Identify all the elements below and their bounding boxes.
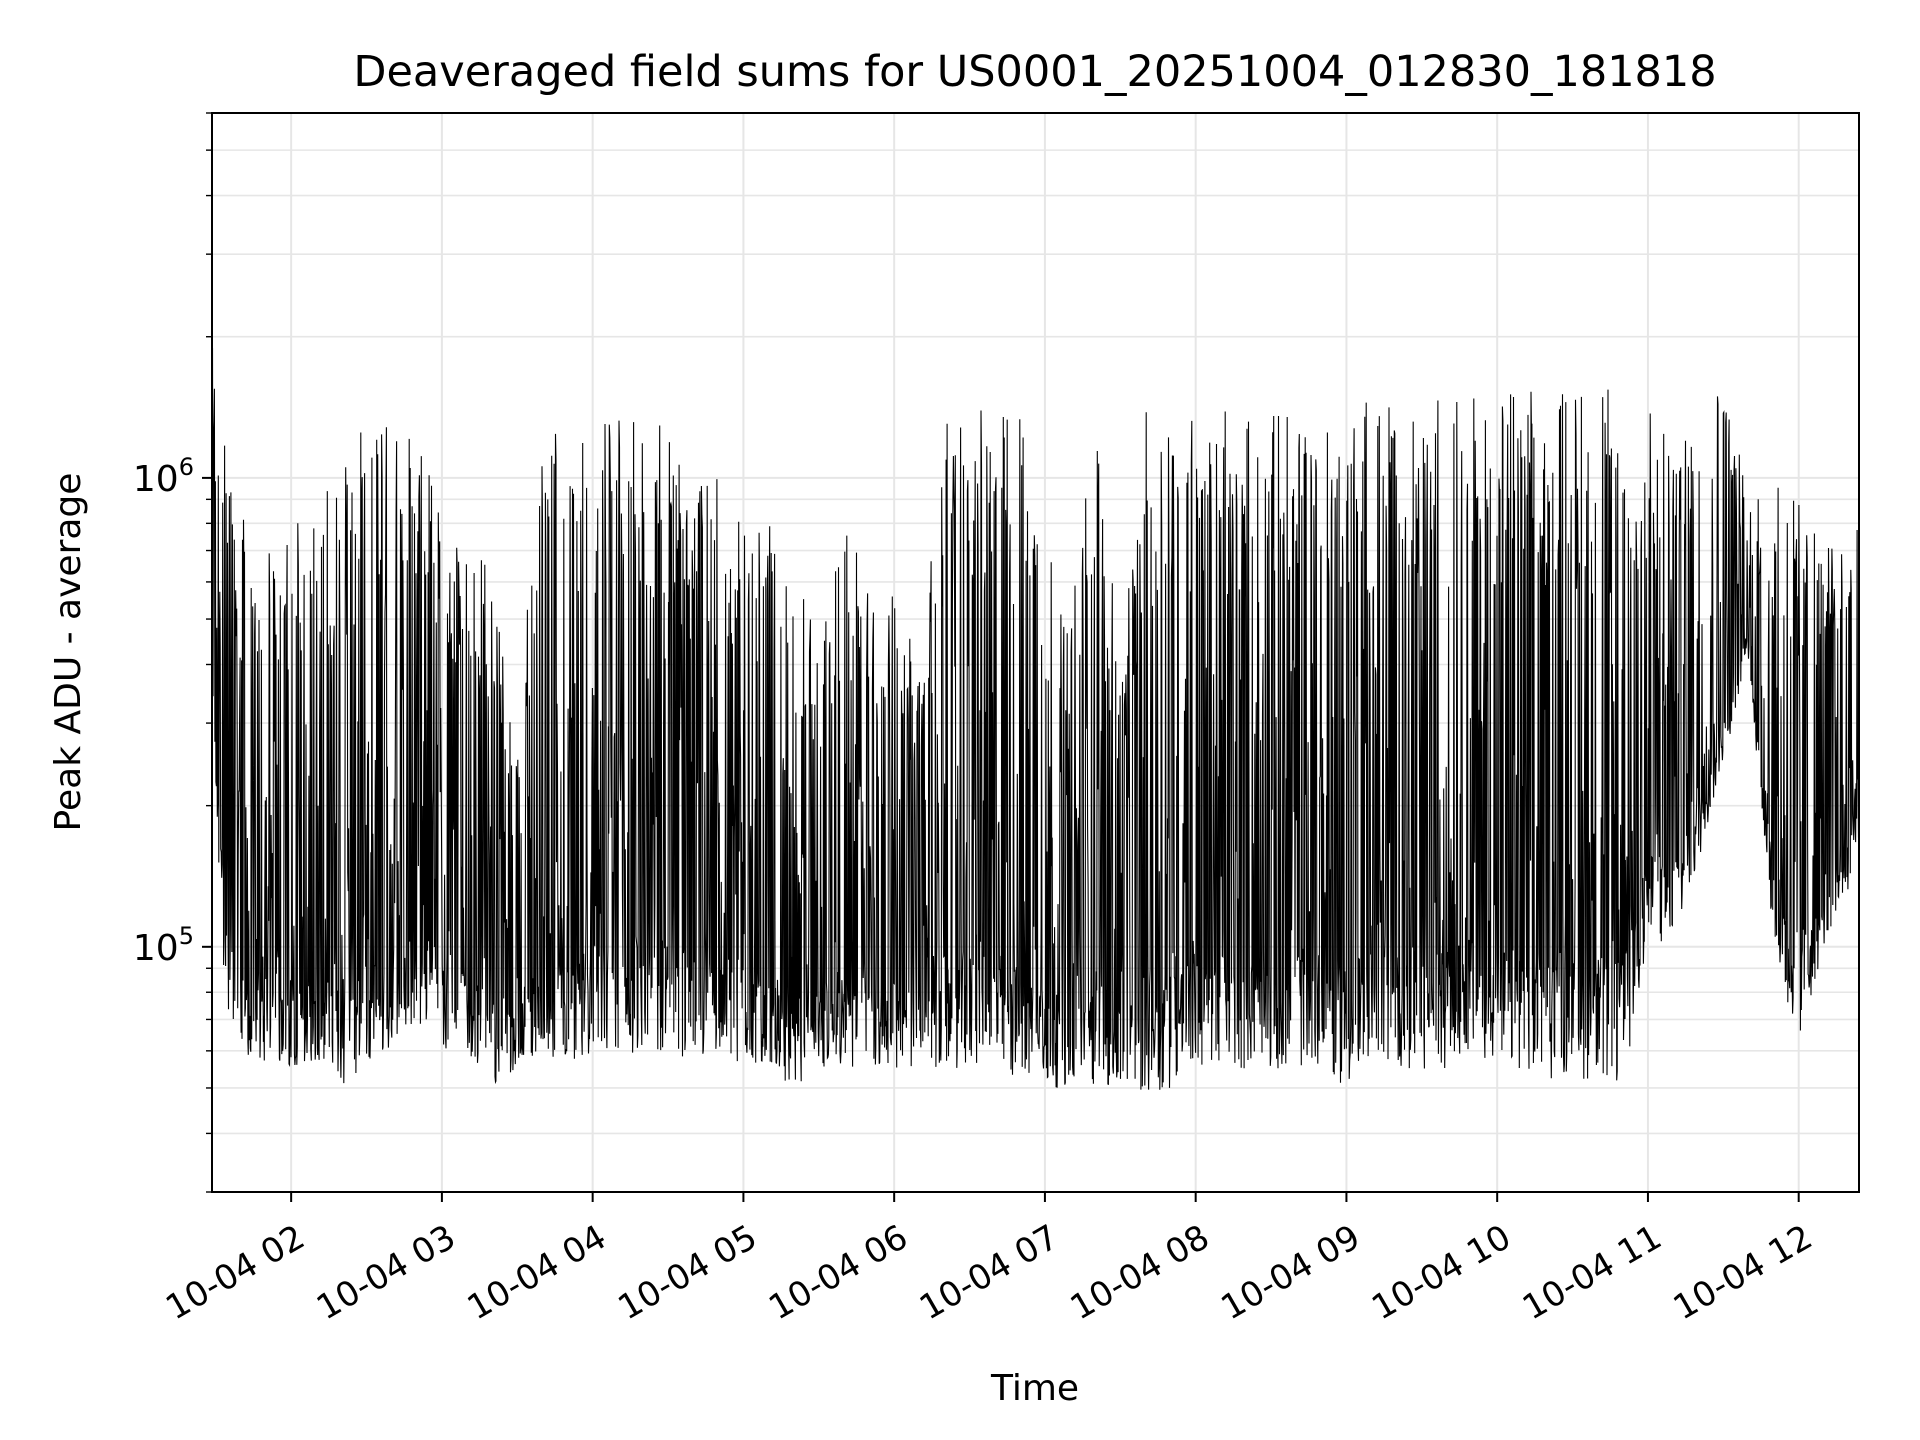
y-axis-label: Peak ADU - average (48, 473, 89, 832)
x-tick-label: 10-04 12 (1667, 1217, 1819, 1328)
x-tick-label: 10-04 08 (1064, 1217, 1216, 1328)
x-tick-label: 10-04 02 (159, 1217, 311, 1328)
series-line (211, 342, 1860, 1090)
x-tick-label: 10-04 03 (310, 1217, 462, 1328)
x-tick-label: 10-04 11 (1516, 1217, 1668, 1328)
y-tick-label: 106 (133, 453, 194, 500)
x-axis-label: Time (990, 1368, 1079, 1409)
x-tick-label: 10-04 04 (461, 1217, 613, 1328)
chart-title: Deaveraged field sums for US0001_2025100… (353, 47, 1716, 97)
x-tick-label: 10-04 05 (612, 1217, 764, 1328)
data-series (211, 342, 1860, 1090)
x-tick-label: 10-04 07 (913, 1217, 1065, 1328)
x-tick-label: 10-04 09 (1215, 1217, 1367, 1328)
plot-frame (211, 112, 1860, 1193)
x-tick-label: 10-04 10 (1365, 1217, 1517, 1328)
x-tick-label: 10-04 06 (762, 1217, 914, 1328)
y-tick-label: 105 (133, 922, 194, 969)
